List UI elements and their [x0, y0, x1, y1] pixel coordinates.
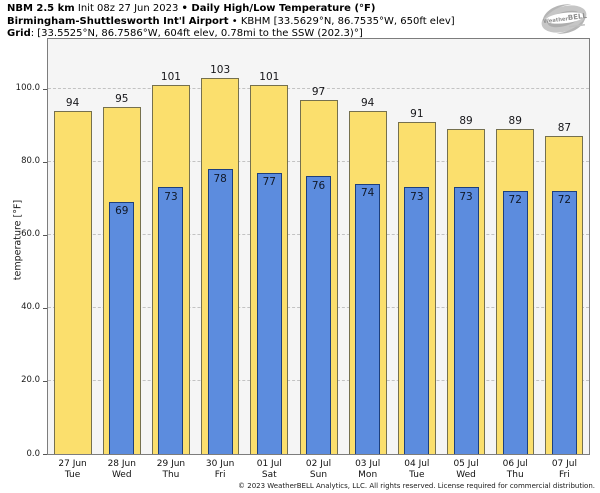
high-value-label: 87 — [557, 122, 572, 135]
bullet-separator: • — [228, 15, 241, 27]
low-value-label: 73 — [459, 190, 473, 203]
high-value-label: 97 — [311, 85, 326, 98]
low-bar — [256, 172, 282, 454]
x-tick-date: 07 Jul — [551, 459, 577, 469]
low-value-label: 78 — [213, 172, 227, 185]
x-tick-label: 07 Jul Fri — [540, 459, 589, 481]
x-tick-date: 04 Jul — [404, 459, 430, 469]
y-axis-title: temperature [°F] — [12, 199, 24, 281]
y-tick-label: 0.0 — [26, 448, 40, 459]
y-tick-label: 60.0 — [21, 229, 40, 240]
x-tick-day: Fri — [214, 470, 226, 480]
low-bar — [502, 190, 528, 454]
x-tick-date: 29 Jun — [156, 459, 186, 469]
weatherbell-logo: WeatherBELL — [533, 1, 597, 39]
station-name: Birmingham-Shuttlesworth Int'l Airport — [7, 15, 229, 27]
logo-text-weather: Weather — [543, 16, 569, 25]
x-tick-date: 03 Jul — [355, 459, 381, 469]
x-tick-label: 29 Jun Thu — [146, 459, 195, 481]
x-tick-day: Fri — [559, 470, 570, 480]
model-name: NBM 2.5 km — [7, 3, 75, 14]
y-tick-label: 40.0 — [21, 302, 40, 313]
x-tick-date: 05 Jul — [453, 459, 479, 469]
x-tick-label: 28 Jun Wed — [97, 459, 146, 481]
low-bar — [109, 201, 135, 454]
low-value-label: 77 — [262, 176, 276, 189]
high-value-label: 101 — [160, 71, 181, 84]
x-tick-day: Sat — [261, 470, 277, 480]
low-bar — [158, 187, 184, 454]
y-tick-mark — [43, 88, 47, 90]
x-tick-label: 30 Jun Fri — [196, 459, 245, 481]
x-tick-label: 06 Jul Thu — [491, 459, 540, 481]
grid-meta: : [33.5525°N, 86.7586°W, 604ft elev, 0.7… — [30, 28, 363, 39]
low-value-label: 72 — [557, 194, 572, 207]
x-tick-day: Thu — [162, 470, 180, 480]
low-bar — [551, 190, 577, 454]
y-tick-mark — [43, 380, 47, 382]
x-tick-date: 28 Jun — [107, 459, 136, 469]
x-tick-date: 30 Jun — [205, 459, 235, 469]
x-tick-label: 27 Jun Tue — [48, 459, 97, 481]
header-line-3: Grid: [33.5525°N, 86.7586°W, 604ft elev,… — [7, 28, 455, 41]
x-tick-label: 03 Jul Mon — [343, 459, 392, 481]
y-tick-mark — [43, 234, 47, 236]
low-value-label: 69 — [115, 205, 129, 218]
x-tick-label: 05 Jul Wed — [441, 459, 490, 481]
svg-text:WeatherBELL: WeatherBELL — [543, 12, 588, 25]
x-tick-date: 02 Jul — [305, 459, 332, 469]
y-tick-label: 20.0 — [21, 375, 40, 386]
y-tick-mark — [43, 161, 47, 163]
x-tick-date: 01 Jul — [256, 459, 282, 469]
low-value-label: 74 — [360, 187, 375, 200]
chart-header: NBM 2.5 km Init 08z 27 Jun 2023 • Daily … — [7, 3, 455, 41]
high-value-label: 101 — [259, 71, 280, 84]
x-tick-label: 04 Jul Tue — [392, 459, 441, 481]
x-tick-day: Wed — [111, 470, 132, 480]
high-value-label: 94 — [360, 96, 375, 109]
product-title: Daily High/Low Temperature (°F) — [187, 3, 376, 14]
y-tick-mark — [43, 307, 47, 309]
x-tick-label: 02 Jul Sun — [294, 459, 343, 481]
x-tick-date: 06 Jul — [502, 459, 528, 469]
station-meta: KBHM [33.5629°N, 86.7535°W, 650ft elev] — [240, 15, 455, 27]
bullet-separator: • — [181, 3, 188, 14]
x-tick-day: Tue — [409, 470, 425, 480]
x-tick-date: 27 Jun — [58, 459, 87, 469]
x-tick-day: Mon — [358, 470, 378, 480]
high-value-label: 91 — [410, 107, 424, 120]
logo-text-bell: BELL — [567, 12, 587, 22]
x-tick-day: Tue — [64, 470, 81, 480]
high-value-label: 95 — [115, 92, 129, 105]
low-value-label: 76 — [311, 179, 326, 192]
header-line-2: Birmingham-Shuttlesworth Int'l Airport •… — [7, 16, 455, 29]
low-bar — [207, 169, 233, 454]
copyright-notice: © 2023 WeatherBELL Analytics, LLC. All r… — [238, 482, 595, 490]
low-bar — [453, 187, 479, 454]
plot-area: 94 95 69 101 73 103 78 101 77 97 76 94 74 91 73 89 73 89 7… — [47, 38, 590, 455]
x-tick-day: Thu — [506, 470, 524, 480]
x-tick-day: Wed — [456, 470, 476, 480]
high-value-label: 89 — [459, 114, 473, 127]
low-bar — [306, 176, 331, 454]
low-value-label: 73 — [164, 190, 178, 203]
y-tick-label: 100.0 — [15, 83, 40, 94]
high-value-label: 103 — [210, 63, 231, 76]
low-value-label: 72 — [508, 194, 522, 207]
y-tick-label: 80.0 — [21, 156, 40, 167]
header-line-1: NBM 2.5 km Init 08z 27 Jun 2023 • Daily … — [7, 3, 455, 16]
grid-label: Grid — [7, 28, 31, 39]
init-time: Init 08z 27 Jun 2023 — [74, 3, 182, 14]
gridline-100 — [48, 87, 589, 89]
x-tick-day: Sun — [309, 470, 328, 480]
hurricane-swirl-icon: WeatherBELL — [541, 4, 588, 34]
y-tick-mark — [43, 454, 47, 455]
low-bar — [404, 187, 430, 454]
high-bar — [53, 110, 92, 454]
high-value-label: 89 — [508, 114, 522, 127]
high-value-label: 94 — [65, 96, 80, 109]
x-tick-label: 01 Jul Sat — [245, 459, 294, 481]
low-value-label: 73 — [410, 190, 424, 203]
low-bar — [355, 183, 381, 454]
